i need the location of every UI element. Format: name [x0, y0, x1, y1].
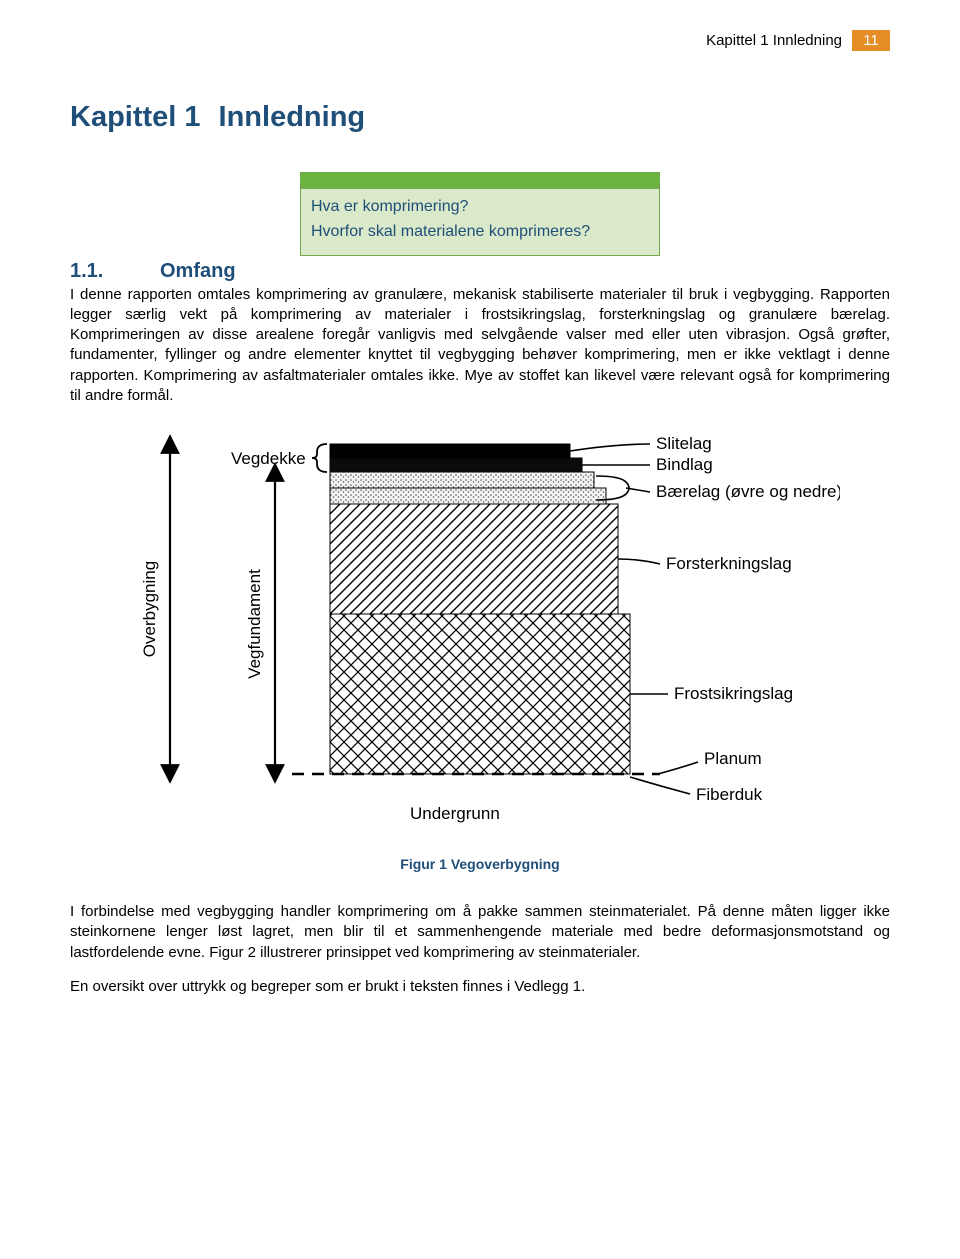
chapter-number: Kapittel 1: [70, 101, 201, 133]
page-number-badge: 11: [852, 30, 890, 51]
section-number: 1.1.: [70, 260, 160, 283]
label-slitelag: Slitelag: [656, 434, 712, 453]
callout-line-1: Hva er komprimering?: [311, 195, 649, 220]
paragraph-3: En oversikt over uttrykk og begreper som…: [70, 977, 890, 997]
section-heading: 1.1.Omfang: [70, 260, 890, 283]
label-overbygning: Overbygning: [140, 561, 159, 657]
label-bindlag: Bindlag: [656, 455, 713, 474]
figure-caption: Figur 1 Vegoverbygning: [70, 856, 890, 872]
chapter-title: Kapittel 1 Innledning: [70, 101, 890, 134]
section-name: Omfang: [160, 260, 236, 282]
chapter-name: Innledning: [219, 101, 366, 133]
label-baerelag: Bærelag (øvre og nedre): [656, 482, 840, 501]
label-undergrunn: Undergrunn: [410, 804, 500, 823]
label-frostsikringslag: Frostsikringslag: [674, 684, 793, 703]
label-vegdekke: Vegdekke: [231, 449, 306, 468]
paragraph-2: I forbindelse med vegbygging handler kom…: [70, 902, 890, 963]
figure-1: Overbygning Vegfundament Vegdekke Slitel…: [120, 434, 840, 844]
paragraph-1: I denne rapporten omtales komprimering a…: [70, 285, 890, 407]
intro-callout: Hva er komprimering? Hvorfor skal materi…: [300, 172, 660, 256]
label-forsterkningslag: Forsterkningslag: [666, 554, 792, 573]
running-header: Kapittel 1 Innledning 11: [70, 30, 890, 51]
header-breadcrumb: Kapittel 1 Innledning: [706, 32, 842, 49]
label-vegfundament: Vegfundament: [245, 569, 264, 679]
callout-bar: [301, 173, 659, 189]
road-layers-diagram: Overbygning Vegfundament Vegdekke Slitel…: [120, 434, 840, 844]
callout-line-2: Hvorfor skal materialene komprimeres?: [311, 220, 649, 245]
label-planum: Planum: [704, 749, 762, 768]
label-fiberduk: Fiberduk: [696, 785, 763, 804]
